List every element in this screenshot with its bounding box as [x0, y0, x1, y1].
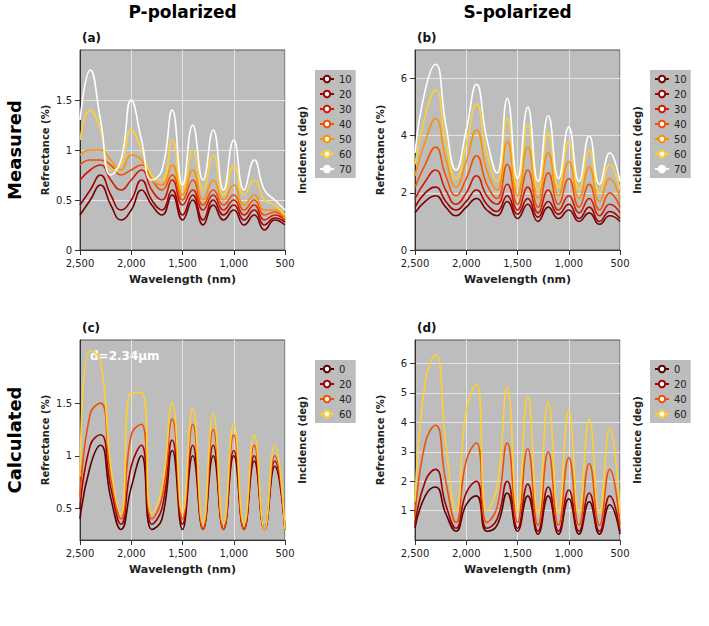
svg-text:2: 2	[401, 476, 407, 487]
svg-text:Calculated: Calculated	[4, 386, 25, 493]
svg-text:10: 10	[339, 74, 352, 85]
svg-text:1,000: 1,000	[554, 258, 583, 269]
svg-text:500: 500	[275, 258, 294, 269]
svg-text:70: 70	[674, 164, 687, 175]
svg-text:1: 1	[66, 145, 72, 156]
svg-text:(c): (c)	[82, 321, 100, 335]
svg-text:60: 60	[674, 409, 687, 420]
svg-text:0.5: 0.5	[56, 503, 72, 514]
svg-text:1,000: 1,000	[554, 548, 583, 559]
svg-text:P-polarized: P-polarized	[128, 2, 236, 22]
svg-text:60: 60	[674, 149, 687, 160]
svg-text:1,500: 1,500	[503, 548, 532, 559]
svg-text:1: 1	[401, 505, 407, 516]
svg-text:10: 10	[674, 74, 687, 85]
svg-text:0: 0	[339, 364, 345, 375]
svg-text:40: 40	[674, 119, 687, 130]
svg-text:2,000: 2,000	[117, 548, 146, 559]
svg-text:Refrectance (%): Refrectance (%)	[40, 395, 51, 485]
svg-text:d=2.34μm: d=2.34μm	[90, 349, 160, 363]
svg-text:Incidence (deg): Incidence (deg)	[297, 396, 308, 484]
svg-text:40: 40	[674, 394, 687, 405]
svg-text:4: 4	[401, 417, 407, 428]
svg-text:Incidence (deg): Incidence (deg)	[632, 106, 643, 194]
svg-text:2,500: 2,500	[66, 548, 95, 559]
svg-text:Refrectance (%): Refrectance (%)	[375, 395, 386, 485]
svg-text:70: 70	[339, 164, 352, 175]
svg-text:Wavelength (nm): Wavelength (nm)	[129, 563, 236, 576]
svg-text:0: 0	[674, 364, 680, 375]
svg-text:Refrectance (%): Refrectance (%)	[375, 105, 386, 195]
svg-text:1,500: 1,500	[503, 258, 532, 269]
svg-text:1,000: 1,000	[219, 548, 248, 559]
svg-text:0: 0	[401, 245, 407, 256]
svg-text:(d): (d)	[417, 321, 437, 335]
svg-text:20: 20	[339, 379, 352, 390]
svg-text:Refrectance (%): Refrectance (%)	[40, 105, 51, 195]
svg-text:3: 3	[401, 446, 407, 457]
svg-text:1,500: 1,500	[168, 258, 197, 269]
svg-text:Wavelength (nm): Wavelength (nm)	[129, 273, 236, 286]
svg-text:60: 60	[339, 149, 352, 160]
svg-text:2,000: 2,000	[452, 548, 481, 559]
svg-text:Wavelength (nm): Wavelength (nm)	[464, 273, 571, 286]
svg-text:20: 20	[339, 89, 352, 100]
svg-text:2,500: 2,500	[66, 258, 95, 269]
svg-text:0.5: 0.5	[56, 195, 72, 206]
svg-text:1.5: 1.5	[56, 95, 72, 106]
svg-text:4: 4	[401, 130, 407, 141]
svg-text:1.5: 1.5	[56, 398, 72, 409]
svg-text:(a): (a)	[82, 31, 101, 45]
svg-text:Measured: Measured	[4, 100, 25, 200]
svg-text:2,500: 2,500	[401, 258, 430, 269]
svg-text:6: 6	[401, 358, 407, 369]
svg-text:S-polarized: S-polarized	[463, 2, 571, 22]
svg-text:20: 20	[674, 89, 687, 100]
svg-text:(b): (b)	[417, 31, 437, 45]
svg-text:40: 40	[339, 394, 352, 405]
svg-text:500: 500	[610, 548, 629, 559]
svg-text:1,500: 1,500	[168, 548, 197, 559]
svg-text:Incidence (deg): Incidence (deg)	[297, 106, 308, 194]
svg-text:2,000: 2,000	[117, 258, 146, 269]
svg-text:30: 30	[674, 104, 687, 115]
svg-text:50: 50	[674, 134, 687, 145]
svg-text:20: 20	[674, 379, 687, 390]
svg-text:Incidence (deg): Incidence (deg)	[632, 396, 643, 484]
svg-text:2: 2	[401, 187, 407, 198]
svg-text:5: 5	[401, 387, 407, 398]
svg-text:0: 0	[66, 245, 72, 256]
svg-text:500: 500	[610, 258, 629, 269]
svg-text:50: 50	[339, 134, 352, 145]
svg-text:1,000: 1,000	[219, 258, 248, 269]
svg-text:1: 1	[66, 450, 72, 461]
svg-text:6: 6	[401, 73, 407, 84]
svg-text:500: 500	[275, 548, 294, 559]
svg-text:40: 40	[339, 119, 352, 130]
svg-text:60: 60	[339, 409, 352, 420]
svg-text:2,500: 2,500	[401, 548, 430, 559]
svg-text:Wavelength (nm): Wavelength (nm)	[464, 563, 571, 576]
svg-text:30: 30	[339, 104, 352, 115]
svg-text:2,000: 2,000	[452, 258, 481, 269]
